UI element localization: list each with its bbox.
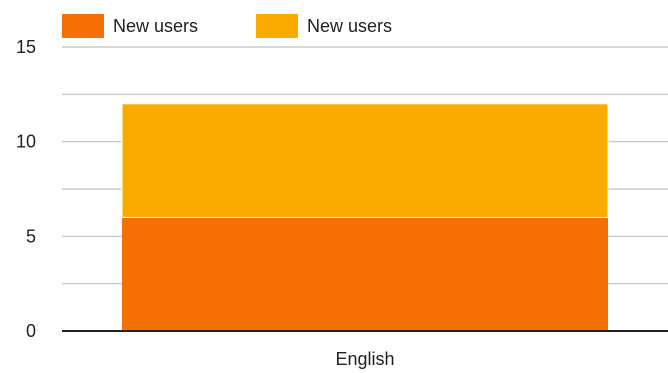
legend-label: New users [113, 16, 198, 36]
legend-swatch [256, 14, 298, 38]
x-tick-label: English [335, 349, 394, 369]
bar-segment-series-1 [122, 217, 608, 331]
y-axis-ticks: 0 5 10 15 [16, 37, 36, 341]
y-tick-label: 5 [26, 226, 36, 246]
y-tick-label: 15 [16, 37, 36, 57]
legend-label: New users [307, 16, 392, 36]
bar-segment-series-2 [121, 103, 609, 218]
bars [121, 103, 609, 331]
x-axis-ticks: English [335, 349, 394, 369]
legend-swatch [62, 14, 104, 38]
y-tick-label: 10 [16, 132, 36, 152]
y-tick-label: 0 [26, 321, 36, 341]
legend: New users New users [62, 14, 392, 38]
